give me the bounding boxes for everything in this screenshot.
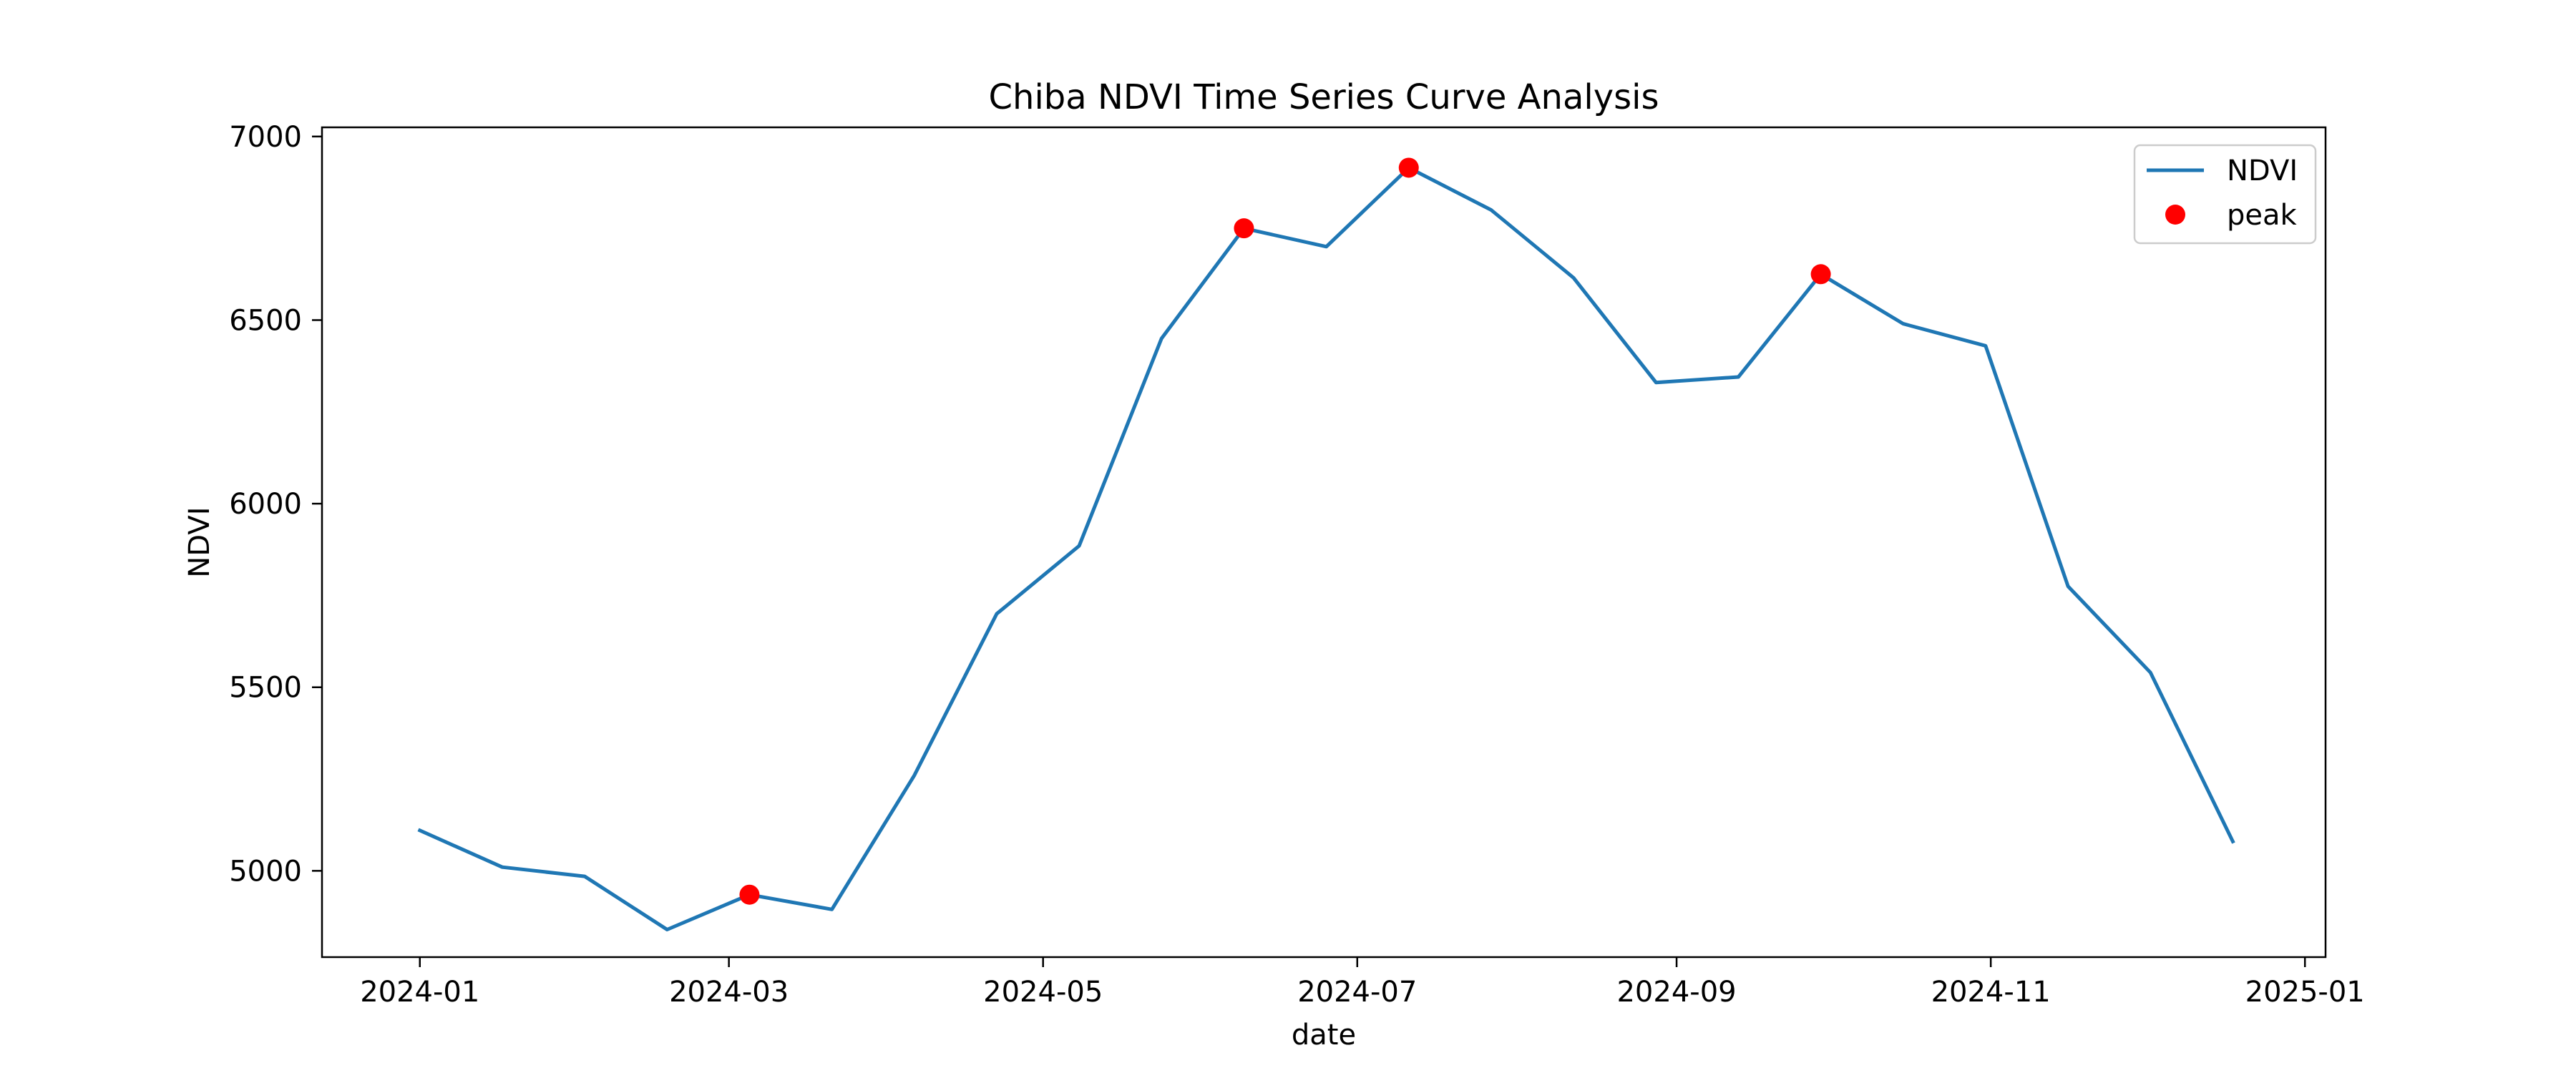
legend-label-ndvi: NDVI <box>2227 155 2298 187</box>
ndvi-data-point <box>1491 209 1492 210</box>
y-axis: 5000 5500 6000 6500 7000 <box>229 121 322 888</box>
plot-frame <box>321 126 2327 959</box>
ndvi-series-line <box>417 166 2235 931</box>
peak-point <box>1810 264 1831 285</box>
x-tick-label: 2024-09 <box>1616 976 1736 1009</box>
ndvi-data-point <box>419 830 421 831</box>
ndvi-data-point <box>1161 338 1162 339</box>
legend: NDVI peak <box>2133 144 2317 245</box>
legend-dot-swatch <box>2165 205 2185 225</box>
plot-area <box>417 157 2235 931</box>
ndvi-data-point <box>996 613 997 614</box>
y-tick-label: 6500 <box>229 304 302 337</box>
x-tick-label: 2024-05 <box>983 976 1103 1009</box>
ndvi-data-point <box>666 929 668 931</box>
y-tick-label: 5000 <box>229 855 302 888</box>
ndvi-data-point <box>1903 323 1904 325</box>
ndvi-data-point <box>1078 545 1080 547</box>
ndvi-data-point <box>914 775 915 776</box>
x-tick-label: 2024-03 <box>669 976 789 1009</box>
ndvi-data-point <box>2067 586 2069 587</box>
ndvi-data-point <box>584 876 585 877</box>
ndvi-data-point <box>1655 382 1657 383</box>
ndvi-data-point <box>2232 841 2233 842</box>
y-axis-label: NDVI <box>183 506 216 577</box>
x-axis-label: date <box>1292 1019 1356 1052</box>
ndvi-data-point <box>502 866 503 868</box>
ndvi-data-point <box>1326 246 1327 248</box>
ndvi-data-point <box>1573 277 1574 278</box>
peak-point <box>1398 157 1419 178</box>
legend-label-peak: peak <box>2227 199 2298 232</box>
y-tick-label: 7000 <box>229 121 302 154</box>
ndvi-data-point <box>1985 345 1986 346</box>
peak-point <box>739 884 760 905</box>
x-tick-label: 2024-07 <box>1297 976 1417 1009</box>
peak-point <box>1234 218 1254 239</box>
chart-title: Chiba NDVI Time Series Curve Analysis <box>989 77 1659 117</box>
ndvi-data-point <box>1737 376 1739 378</box>
ndvi-data-point <box>831 908 833 910</box>
x-axis: 2024-01 2024-03 2024-05 2024-07 2024-09 2024-… <box>360 957 2365 1009</box>
x-tick-label: 2024-01 <box>360 976 479 1009</box>
y-tick-label: 6000 <box>229 488 302 521</box>
x-tick-label: 2025-01 <box>2245 976 2365 1009</box>
x-tick-label: 2024-11 <box>1931 976 2051 1009</box>
ndvi-data-point <box>2150 672 2151 673</box>
y-tick-label: 5500 <box>229 672 302 705</box>
